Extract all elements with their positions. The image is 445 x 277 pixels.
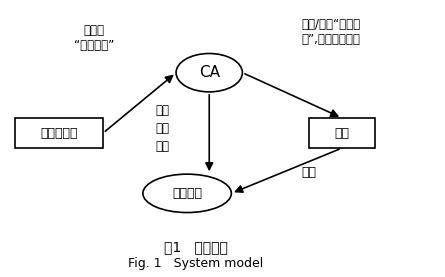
Text: 级”,分发属性私鑰: 级”,分发属性私鑰 [301, 33, 360, 46]
Text: Fig. 1   System model: Fig. 1 System model [128, 257, 263, 270]
Text: 解密: 解密 [301, 166, 316, 179]
Text: 数据所有者: 数据所有者 [40, 127, 77, 140]
Text: 云服务器: 云服务器 [172, 187, 202, 200]
Text: 设置/更新“信用等: 设置/更新“信用等 [301, 18, 360, 31]
Ellipse shape [176, 53, 243, 92]
FancyBboxPatch shape [15, 118, 103, 148]
Text: “信用等级”: “信用等级” [74, 39, 114, 52]
Text: CA: CA [199, 65, 220, 80]
Text: 用户: 用户 [334, 127, 349, 140]
FancyBboxPatch shape [309, 118, 375, 148]
Text: 数据
加密
上传: 数据 加密 上传 [156, 104, 170, 153]
Ellipse shape [143, 174, 231, 212]
Text: 初始化: 初始化 [84, 24, 105, 37]
Text: 图1   系统模型: 图1 系统模型 [164, 240, 228, 254]
